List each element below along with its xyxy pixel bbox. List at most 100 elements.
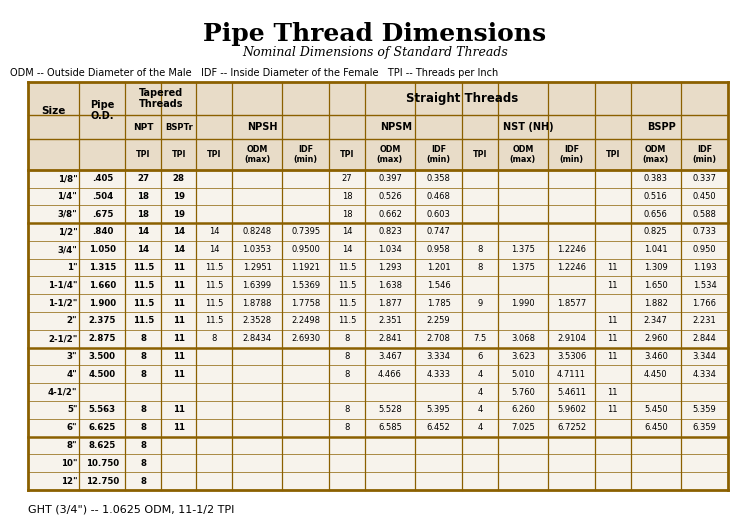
Text: 10.750: 10.750 xyxy=(86,459,119,468)
Text: IDF
(min): IDF (min) xyxy=(294,145,318,164)
Text: BSPP: BSPP xyxy=(647,122,676,132)
Text: 1.766: 1.766 xyxy=(692,299,716,308)
Text: 0.825: 0.825 xyxy=(644,227,668,236)
Text: 8: 8 xyxy=(344,406,350,414)
Text: 11.5: 11.5 xyxy=(133,299,154,308)
Text: 8: 8 xyxy=(344,334,350,343)
Text: 8.625: 8.625 xyxy=(88,441,116,450)
Text: 1.650: 1.650 xyxy=(644,281,668,290)
Text: 1.375: 1.375 xyxy=(511,263,535,272)
Text: 4": 4" xyxy=(67,370,77,379)
Text: 1-1/2": 1-1/2" xyxy=(48,299,77,308)
Text: 6.260: 6.260 xyxy=(511,406,535,414)
Text: TPI: TPI xyxy=(136,150,151,159)
Text: Nominal Dimensions of Standard Threads: Nominal Dimensions of Standard Threads xyxy=(242,46,508,59)
Text: 1.2951: 1.2951 xyxy=(242,263,272,272)
Text: 11.5: 11.5 xyxy=(133,281,154,290)
Text: 3.467: 3.467 xyxy=(378,352,402,361)
Text: 11.5: 11.5 xyxy=(338,281,356,290)
Text: 6.585: 6.585 xyxy=(378,423,402,432)
Text: Tapered
Threads: Tapered Threads xyxy=(139,88,183,110)
Text: 3/4": 3/4" xyxy=(58,245,77,254)
Text: 5": 5" xyxy=(67,406,77,414)
Text: 11: 11 xyxy=(608,316,618,325)
Text: 1.2246: 1.2246 xyxy=(557,263,586,272)
Text: 1.882: 1.882 xyxy=(644,299,668,308)
Text: 4: 4 xyxy=(477,370,482,379)
Text: 4-1/2": 4-1/2" xyxy=(48,388,77,397)
Text: 3/8": 3/8" xyxy=(58,210,77,219)
Text: 3.334: 3.334 xyxy=(427,352,451,361)
Text: 1.201: 1.201 xyxy=(427,263,451,272)
Text: 1": 1" xyxy=(67,263,77,272)
Text: 18: 18 xyxy=(137,210,149,219)
Text: 1/4": 1/4" xyxy=(58,192,77,201)
Text: 2.708: 2.708 xyxy=(427,334,451,343)
Text: 2.844: 2.844 xyxy=(693,334,716,343)
Text: 11: 11 xyxy=(172,352,184,361)
Text: 11.5: 11.5 xyxy=(338,263,356,272)
Text: 0.358: 0.358 xyxy=(427,174,451,183)
Text: 11.5: 11.5 xyxy=(205,299,224,308)
Text: 19: 19 xyxy=(172,210,184,219)
Text: 0.603: 0.603 xyxy=(427,210,451,219)
Text: 2.960: 2.960 xyxy=(644,334,668,343)
Text: 7.5: 7.5 xyxy=(473,334,487,343)
Text: 9: 9 xyxy=(477,299,482,308)
Text: 4: 4 xyxy=(477,406,482,414)
Text: 8: 8 xyxy=(140,441,146,450)
Text: 8: 8 xyxy=(140,406,146,414)
Text: 12": 12" xyxy=(61,477,77,486)
Text: NPSH: NPSH xyxy=(248,122,278,132)
Text: 27: 27 xyxy=(342,174,352,183)
Bar xyxy=(28,82,728,170)
Text: 8: 8 xyxy=(344,423,350,432)
Text: 1.0353: 1.0353 xyxy=(242,245,272,254)
Text: 0.8248: 0.8248 xyxy=(242,227,272,236)
Text: 7.025: 7.025 xyxy=(511,423,535,432)
Text: 4.333: 4.333 xyxy=(427,370,451,379)
Text: 11.5: 11.5 xyxy=(205,281,224,290)
Text: 14: 14 xyxy=(209,245,219,254)
Text: .405: .405 xyxy=(92,174,113,183)
Text: 6.452: 6.452 xyxy=(427,423,451,432)
Text: 3": 3" xyxy=(67,352,77,361)
Text: 5.395: 5.395 xyxy=(427,406,451,414)
Text: 11: 11 xyxy=(608,352,618,361)
Text: 6.450: 6.450 xyxy=(644,423,668,432)
Text: 4.7111: 4.7111 xyxy=(557,370,586,379)
Text: TPI: TPI xyxy=(472,150,488,159)
Text: ODM
(max): ODM (max) xyxy=(376,145,403,164)
Text: 19: 19 xyxy=(172,192,184,201)
Text: 0.397: 0.397 xyxy=(378,174,402,183)
Text: 0.733: 0.733 xyxy=(692,227,716,236)
Text: 2.259: 2.259 xyxy=(427,316,451,325)
Text: 4: 4 xyxy=(477,388,482,397)
Text: 1.534: 1.534 xyxy=(693,281,716,290)
Text: 11: 11 xyxy=(172,334,184,343)
Text: ODM
(max): ODM (max) xyxy=(510,145,536,164)
Text: 1.990: 1.990 xyxy=(511,299,535,308)
Text: 8: 8 xyxy=(211,334,217,343)
Text: 1.309: 1.309 xyxy=(644,263,668,272)
Text: 0.468: 0.468 xyxy=(427,192,451,201)
Text: 2.841: 2.841 xyxy=(378,334,402,343)
Text: ODM -- Outside Diameter of the Male   IDF -- Inside Diameter of the Female   TPI: ODM -- Outside Diameter of the Male IDF … xyxy=(10,68,498,78)
Text: 14: 14 xyxy=(342,227,352,236)
Text: 0.588: 0.588 xyxy=(692,210,716,219)
Text: 1.315: 1.315 xyxy=(88,263,116,272)
Text: 5.563: 5.563 xyxy=(88,406,116,414)
Text: 5.760: 5.760 xyxy=(511,388,535,397)
Text: 1.041: 1.041 xyxy=(644,245,668,254)
Text: 5.9602: 5.9602 xyxy=(557,406,586,414)
Text: 1.193: 1.193 xyxy=(693,263,716,272)
Text: 8": 8" xyxy=(67,441,77,450)
Text: 11.5: 11.5 xyxy=(338,316,356,325)
Text: 3.5306: 3.5306 xyxy=(557,352,586,361)
Text: TPI: TPI xyxy=(340,150,354,159)
Text: 1.034: 1.034 xyxy=(378,245,402,254)
Text: 11.5: 11.5 xyxy=(133,316,154,325)
Text: 5.4611: 5.4611 xyxy=(557,388,586,397)
Text: 0.662: 0.662 xyxy=(378,210,402,219)
Text: 2.8434: 2.8434 xyxy=(242,334,272,343)
